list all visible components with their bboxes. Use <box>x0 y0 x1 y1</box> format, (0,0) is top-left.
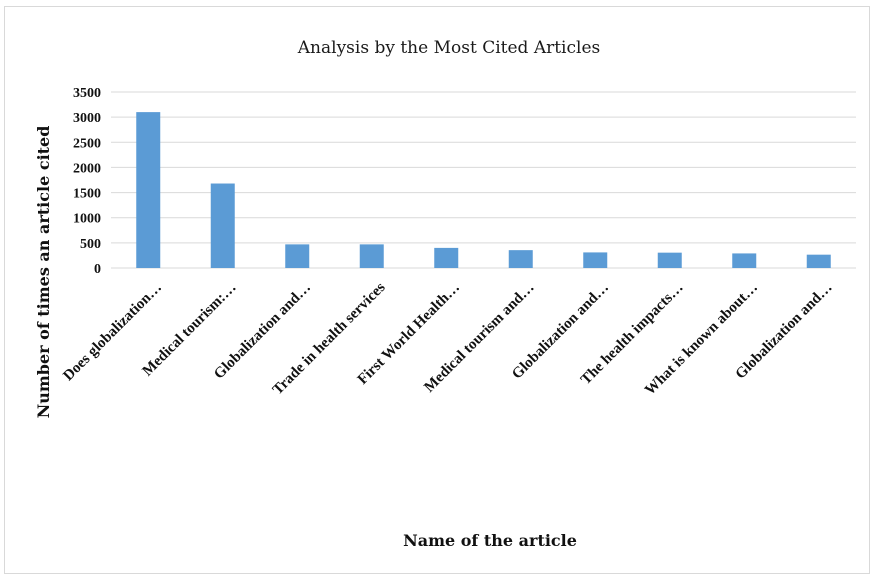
y-tick-label: 0 <box>94 262 101 277</box>
bars <box>136 112 831 268</box>
bar <box>657 252 682 268</box>
bar <box>359 244 384 268</box>
bar <box>806 254 831 268</box>
bar <box>732 253 757 268</box>
y-tick-label: 3500 <box>73 86 101 101</box>
x-axis-ticks: Does globalization…Medical tourism:…Glob… <box>60 279 835 398</box>
bar <box>136 112 161 268</box>
bar-chart: Analysis by the Most Cited Articles 0 500… <box>34 38 856 550</box>
bar <box>210 183 235 268</box>
chart-frame: Analysis by the Most Cited Articles 0 500… <box>4 6 870 574</box>
chart-title: Analysis by the Most Cited Articles <box>297 38 600 58</box>
bar <box>285 244 310 268</box>
y-tick-label: 1000 <box>73 212 101 227</box>
y-axis-ticks: 0 500 1000 1500 2000 2500 3000 3500 <box>73 86 101 277</box>
bar <box>583 252 608 268</box>
y-tick-label: 500 <box>80 237 101 252</box>
bar <box>508 250 533 268</box>
bar <box>434 247 459 268</box>
gridlines <box>111 91 856 269</box>
y-tick-label: 2000 <box>73 161 101 176</box>
y-tick-label: 3000 <box>73 111 101 126</box>
x-axis-title: Name of the article <box>403 531 577 550</box>
y-axis-title: Number of times an article cited <box>34 126 53 419</box>
y-tick-label: 2500 <box>73 136 101 151</box>
y-tick-label: 1500 <box>73 187 101 202</box>
